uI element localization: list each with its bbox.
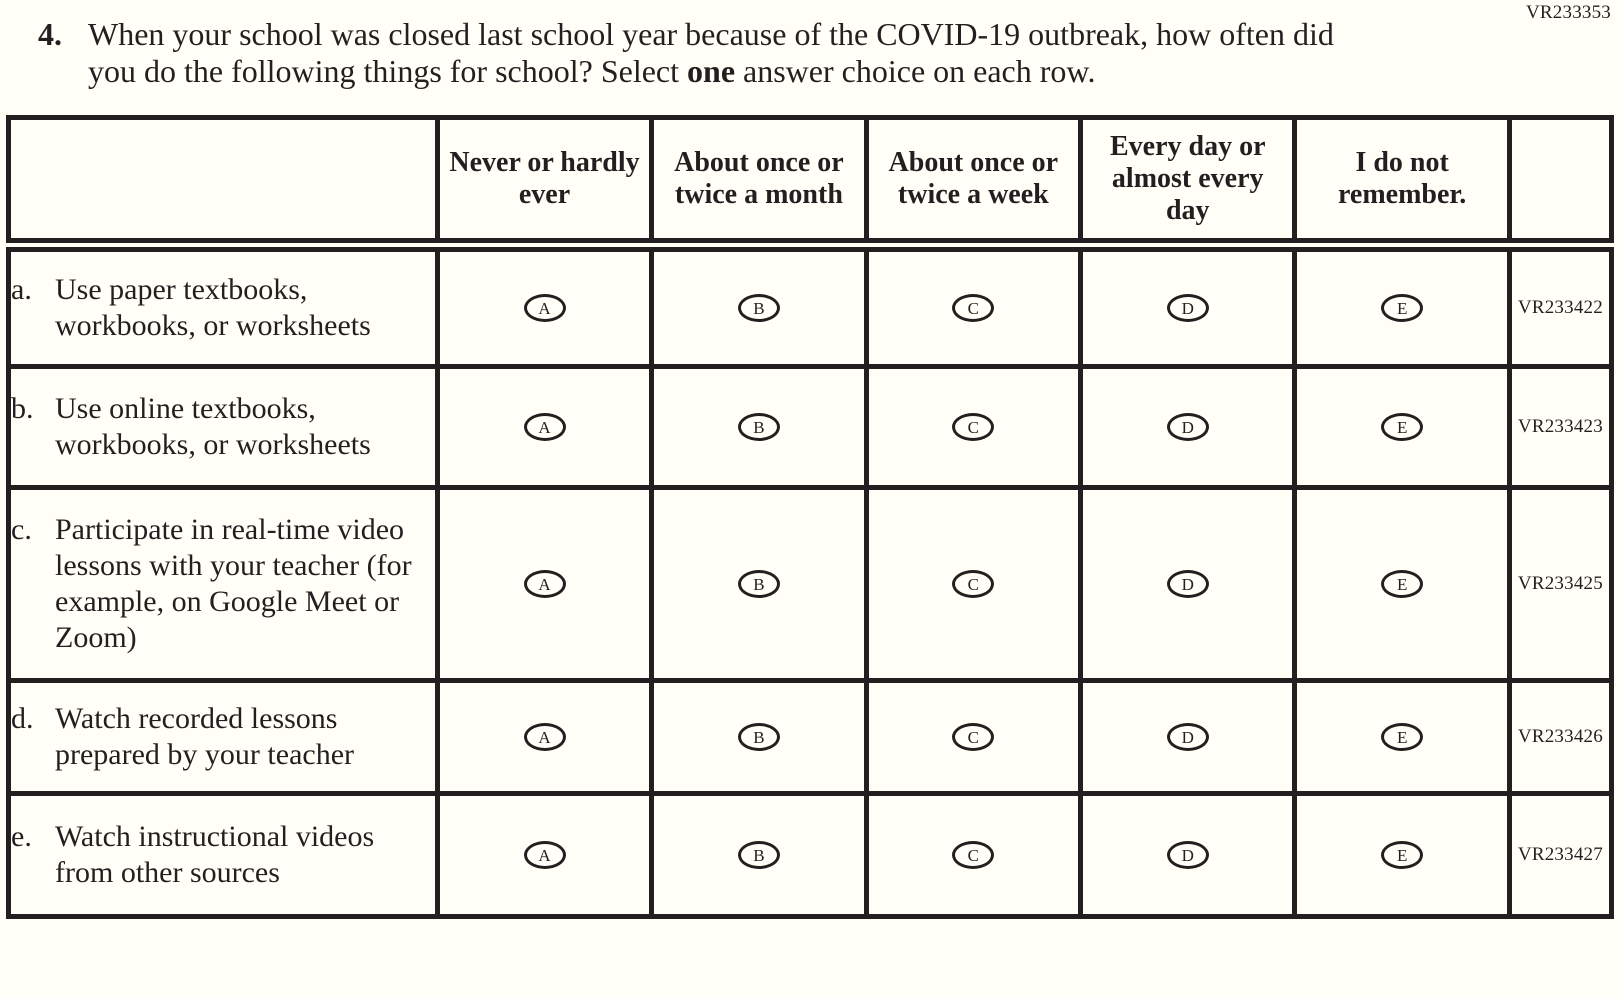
answer-bubble-d[interactable]: D — [1166, 841, 1209, 869]
answer-cell: B — [649, 485, 869, 683]
answer-cell: B — [649, 242, 869, 369]
header-blank-cell — [6, 115, 440, 252]
row-letter: c. — [11, 513, 32, 546]
column-header-once-twice-month: About once or twice a month — [649, 115, 869, 252]
answer-bubble-e[interactable]: E — [1381, 570, 1424, 598]
question-text-part1: When your school was closed last school … — [88, 16, 1334, 89]
answer-cell: A — [434, 485, 655, 683]
row-label: Watch instructional videos from other so… — [55, 820, 375, 889]
answer-cell: D — [1078, 678, 1298, 796]
answer-cell: E — [1292, 242, 1512, 369]
row-label: Watch recorded lessons prepared by your … — [55, 702, 355, 771]
answer-bubble-a[interactable]: A — [523, 570, 566, 598]
answer-cell: D — [1078, 791, 1298, 919]
table-row-c: c. Participate in real-time video lesson… — [6, 485, 1615, 683]
answer-cell: A — [434, 364, 655, 490]
row-label-cell: a. Use paper textbooks, workbooks, or wo… — [6, 242, 440, 369]
answer-cell: B — [649, 364, 869, 490]
answer-bubble-a[interactable]: A — [523, 413, 566, 441]
answer-cell: E — [1292, 364, 1512, 490]
row-letter: e. — [11, 820, 32, 853]
header-row: Never or hardly ever About once or twice… — [6, 115, 1615, 252]
answer-bubble-c[interactable]: C — [952, 841, 995, 869]
answer-bubble-a[interactable]: A — [523, 723, 566, 751]
answer-bubble-e[interactable]: E — [1381, 723, 1424, 751]
header-code-cell — [1506, 115, 1615, 252]
question-text-part2: answer choice on each row. — [735, 53, 1096, 89]
answer-bubble-a[interactable]: A — [523, 841, 566, 869]
column-header-never: Never or hardly ever — [434, 115, 655, 252]
table-row-a: a. Use paper textbooks, workbooks, or wo… — [6, 242, 1615, 369]
answer-bubble-b[interactable]: B — [737, 723, 780, 751]
answer-cell: C — [863, 364, 1084, 490]
row-label-cell: c. Participate in real-time video lesson… — [6, 485, 440, 683]
answer-bubble-c[interactable]: C — [952, 294, 995, 322]
answer-bubble-d[interactable]: D — [1166, 294, 1209, 322]
answer-bubble-e[interactable]: E — [1381, 841, 1424, 869]
row-letter: a. — [11, 273, 32, 306]
question-text-bold: one — [687, 53, 736, 89]
answer-bubble-c[interactable]: C — [952, 413, 995, 441]
answer-cell: C — [863, 242, 1084, 369]
answer-bubble-e[interactable]: E — [1381, 413, 1424, 441]
answer-bubble-c[interactable]: C — [952, 570, 995, 598]
answer-cell: D — [1078, 364, 1298, 490]
answer-cell: A — [434, 678, 655, 796]
answer-bubble-b[interactable]: B — [737, 570, 780, 598]
row-label-cell: d. Watch recorded lessons prepared by yo… — [6, 678, 440, 796]
row-label: Use online textbooks, workbooks, or work… — [55, 392, 371, 461]
answer-bubble-d[interactable]: D — [1166, 570, 1209, 598]
answer-cell: E — [1292, 485, 1512, 683]
answer-bubble-b[interactable]: B — [737, 294, 780, 322]
answer-bubble-b[interactable]: B — [737, 413, 780, 441]
answer-bubble-b[interactable]: B — [737, 841, 780, 869]
answer-cell: B — [649, 678, 869, 796]
row-letter: d. — [11, 702, 34, 735]
question-block: 4. When your school was closed last scho… — [0, 0, 1621, 90]
table-row-d: d. Watch recorded lessons prepared by yo… — [6, 678, 1615, 796]
row-code: VR233426 — [1506, 678, 1615, 796]
answer-cell: A — [434, 791, 655, 919]
row-code: VR233422 — [1506, 242, 1615, 369]
row-label-cell: b. Use online textbooks, workbooks, or w… — [6, 364, 440, 490]
answer-cell: A — [434, 242, 655, 369]
row-letter: b. — [11, 392, 34, 425]
table-row-b: b. Use online textbooks, workbooks, or w… — [6, 364, 1615, 490]
question-text: When your school was closed last school … — [88, 16, 1373, 90]
row-label: Use paper textbooks, workbooks, or works… — [55, 273, 371, 342]
row-label-cell: e. Watch instructional videos from other… — [6, 791, 440, 919]
answer-bubble-c[interactable]: C — [952, 723, 995, 751]
row-code: VR233425 — [1506, 485, 1615, 683]
answer-cell: C — [863, 678, 1084, 796]
answer-cell: C — [863, 791, 1084, 919]
answer-cell: D — [1078, 485, 1298, 683]
table-row-e: e. Watch instructional videos from other… — [6, 791, 1615, 919]
column-header-do-not-remember: I do not remember. — [1292, 115, 1512, 252]
answer-bubble-d[interactable]: D — [1166, 723, 1209, 751]
answer-bubble-a[interactable]: A — [523, 294, 566, 322]
answer-grid: Never or hardly ever About once or twice… — [6, 115, 1615, 919]
answer-cell: E — [1292, 791, 1512, 919]
question-number: 4. — [38, 16, 62, 52]
answer-cell: D — [1078, 242, 1298, 369]
column-header-every-day: Every day or almost every day — [1078, 115, 1298, 252]
answer-cell: C — [863, 485, 1084, 683]
answer-cell: B — [649, 791, 869, 919]
answer-cell: E — [1292, 678, 1512, 796]
column-header-once-twice-week: About once or twice a week — [863, 115, 1084, 252]
answer-bubble-e[interactable]: E — [1381, 294, 1424, 322]
row-code: VR233423 — [1506, 364, 1615, 490]
page-code: VR233353 — [1526, 2, 1611, 23]
answer-bubble-d[interactable]: D — [1166, 413, 1209, 441]
row-code: VR233427 — [1506, 791, 1615, 919]
row-label: Participate in real-time video lessons w… — [55, 513, 412, 654]
